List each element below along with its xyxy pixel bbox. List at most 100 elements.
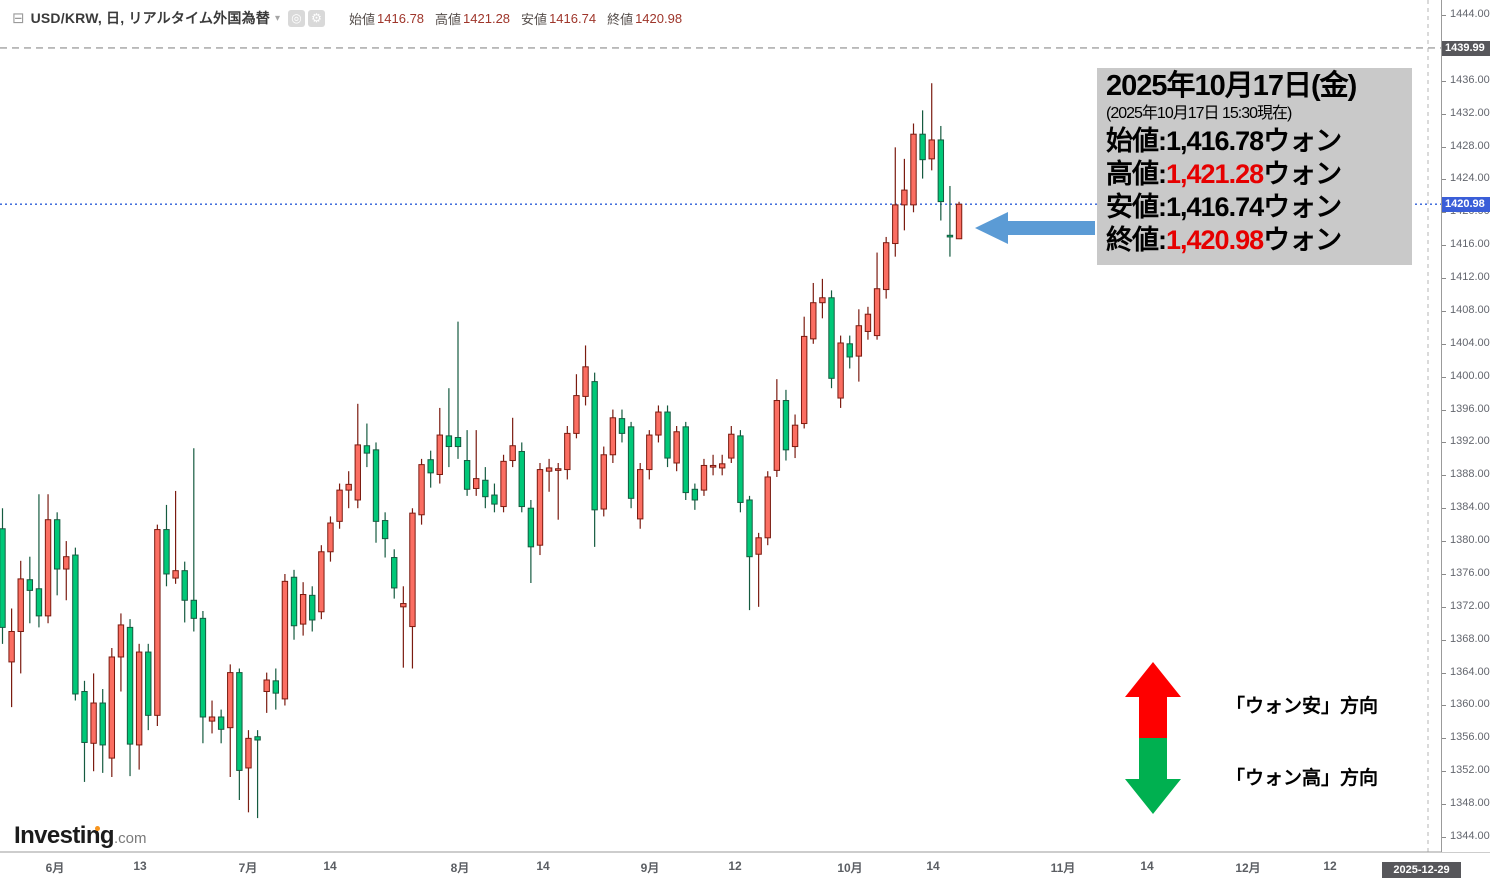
investing-wordmark: Investing: [14, 822, 115, 849]
summary-date-title: 2025年10月17日(金): [1106, 70, 1357, 102]
won-strong-down-arrow: [1125, 738, 1181, 814]
price-tick-label: 1364.00: [1450, 665, 1490, 678]
ohlc-readout: 始値 1416.78 高値 1421.28 安値 1416.74 終値 1420.98: [338, 9, 682, 28]
price-tick: [1442, 113, 1446, 115]
price-tick-label: 1384.00: [1450, 501, 1490, 514]
price-tick-label: 1428.00: [1450, 139, 1490, 152]
investing-logo: Investing .com: [14, 822, 146, 850]
price-tick: [1442, 146, 1446, 148]
price-tick: [1442, 837, 1446, 838]
price-tick: [1442, 804, 1446, 806]
price-tick-label: 1380.00: [1450, 534, 1490, 547]
current-candle-arrow: [975, 212, 1095, 244]
summary-open-row: 始値:1,416.78ウォン: [1106, 126, 1342, 156]
open-label: 始値: [349, 11, 376, 27]
price-tick-label: 1412.00: [1450, 271, 1490, 284]
close-label: 終値: [607, 11, 634, 27]
price-tick: [1442, 705, 1446, 707]
time-tick-label: 14: [323, 859, 337, 873]
logo-domain-suffix: .com: [113, 830, 147, 847]
price-tick: [1442, 310, 1446, 312]
price-tick: [1442, 606, 1446, 608]
price-tick-label: 1348.00: [1450, 797, 1490, 810]
price-tick-label: 1388.00: [1450, 468, 1490, 481]
low-value: 1416.74: [549, 10, 597, 26]
time-tick-label: 14: [536, 859, 550, 873]
time-tick-label: 12: [728, 859, 742, 873]
won-weak-up-arrow: [1125, 662, 1181, 738]
chart-header: ⊟ USD/KRW, 日, リアルタイム外国為替 ▾ ◎ ⚙ 始値 1416.78…: [12, 8, 682, 28]
price-tick-label: 1404.00: [1450, 336, 1490, 349]
price-tick: [1442, 573, 1446, 575]
price-tick-label: 1432.00: [1450, 106, 1490, 119]
price-tick-label: 1392.00: [1450, 435, 1490, 448]
current-price-tag: 1420.98: [1442, 197, 1490, 212]
time-tick-label: 13: [133, 859, 147, 873]
price-axis[interactable]: 1444.001440.001436.001432.001428.001424.…: [1441, 0, 1490, 852]
settings-gear-icon[interactable]: ⚙: [308, 9, 326, 27]
time-tick-label: 14: [1140, 859, 1154, 873]
collapse-panel-icon[interactable]: ⊟: [12, 10, 25, 27]
time-tick-label: 7月: [238, 861, 258, 875]
won-strong-direction-label: 「ウォン高」方向: [1226, 768, 1379, 789]
price-tick-label: 1360.00: [1450, 698, 1490, 711]
time-tick-label: 11月: [1050, 861, 1076, 875]
summary-close-row: 終値:1,420.98ウォン: [1106, 225, 1342, 255]
price-tick-label: 1396.00: [1450, 402, 1490, 415]
axis-end-date-tag: 2025-12-29: [1382, 862, 1461, 878]
price-tick: [1442, 409, 1446, 411]
time-tick-label: 12: [1323, 859, 1337, 873]
symbol-title[interactable]: USD/KRW, 日, リアルタイム外国為替: [30, 10, 270, 26]
price-tick-label: 1436.00: [1450, 73, 1490, 86]
price-tick-label: 1400.00: [1450, 369, 1490, 382]
close-value: 1420.98: [635, 10, 683, 26]
price-tick: [1442, 672, 1446, 674]
upper-price-tag: 1439.99: [1442, 41, 1490, 56]
price-tick-label: 1344.00: [1450, 830, 1490, 842]
price-tick: [1442, 541, 1446, 543]
price-tick-label: 1376.00: [1450, 566, 1490, 579]
won-weak-direction-label: 「ウォン安」方向: [1226, 696, 1379, 717]
price-tick-label: 1356.00: [1450, 731, 1490, 744]
high-label: 高値: [435, 11, 462, 27]
price-tick: [1442, 343, 1446, 345]
price-tick-label: 1352.00: [1450, 764, 1490, 777]
time-tick-label: 9月: [640, 861, 660, 875]
low-label: 安値: [521, 11, 548, 27]
price-tick-label: 1416.00: [1450, 238, 1490, 251]
open-value: 1416.78: [377, 10, 425, 26]
price-tick: [1442, 508, 1446, 510]
price-tick: [1442, 179, 1446, 181]
logo-orange-dot: [95, 825, 100, 831]
circle-marker-icon[interactable]: ◎: [288, 9, 306, 27]
price-tick: [1442, 442, 1446, 444]
price-tick-label: 1408.00: [1450, 303, 1490, 316]
summary-high-row: 高値:1,421.28ウォン: [1106, 159, 1342, 189]
price-tick: [1442, 771, 1446, 773]
price-tick: [1442, 212, 1446, 214]
price-tick-label: 1424.00: [1450, 172, 1490, 185]
summary-low-row: 安値:1,416.74ウォン: [1106, 192, 1342, 222]
summary-asof-subtitle: (2025年10月17日 15:30現在): [1106, 105, 1292, 122]
time-axis[interactable]: 6月 13 7月 14 8月 14 9月 12 10月 14 11月 14 12月 12: [0, 853, 1490, 879]
price-tick: [1442, 376, 1446, 378]
high-value: 1421.28: [463, 10, 511, 26]
time-tick-label: 8月: [450, 861, 470, 875]
price-tick: [1442, 245, 1446, 247]
price-tick-label: 1444.00: [1450, 8, 1490, 20]
price-tick: [1442, 278, 1446, 280]
daily-summary-box: 2025年10月17日(金) (2025年10月17日 15:30現在) 始値:…: [1097, 68, 1412, 265]
price-tick-label: 1368.00: [1450, 632, 1490, 645]
time-tick-label: 10月: [837, 861, 863, 875]
time-tick-label: 6月: [45, 861, 65, 875]
price-tick: [1442, 80, 1446, 82]
price-tick: [1442, 475, 1446, 477]
price-tick: [1442, 15, 1446, 16]
chevron-down-icon[interactable]: ▾: [274, 12, 281, 24]
price-tick: [1442, 738, 1446, 740]
time-tick-label: 12月: [1235, 861, 1261, 875]
price-tick-label: 1372.00: [1450, 599, 1490, 612]
price-tick: [1442, 639, 1446, 641]
